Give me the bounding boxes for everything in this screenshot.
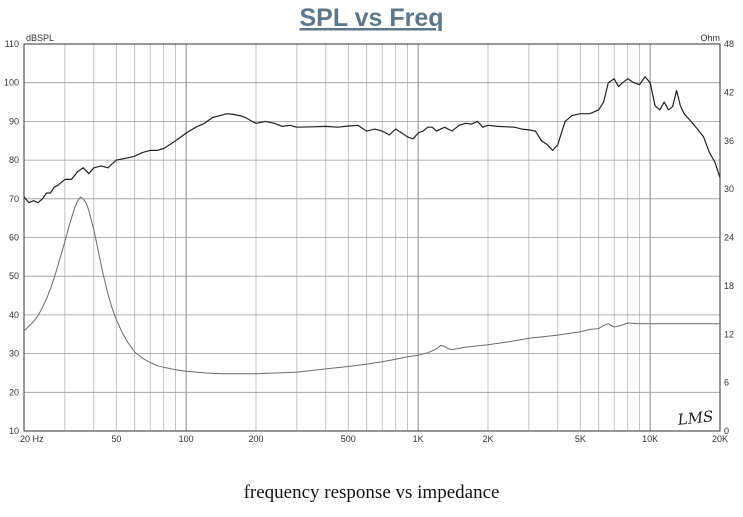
right-tick-label: 36 bbox=[724, 136, 734, 146]
x-axis-ticks: 20 Hz 50 100 200 500 1K 2K 5K 10K 20K bbox=[20, 434, 728, 444]
right-axis-ticks: 0 6 12 18 24 30 36 42 48 bbox=[724, 39, 734, 436]
left-tick-label: 50 bbox=[9, 271, 19, 281]
chart-caption: frequency response vs impedance bbox=[243, 482, 500, 503]
x-tick-label: 500 bbox=[341, 434, 356, 444]
x-tick-label: 10K bbox=[642, 434, 658, 444]
right-tick-label: 48 bbox=[724, 39, 734, 49]
left-axis-unit: dBSPL bbox=[26, 33, 54, 43]
chart-title: SPL vs Freq bbox=[299, 4, 443, 32]
left-tick-label: 110 bbox=[5, 39, 19, 49]
x-tick-label: 100 bbox=[179, 434, 194, 444]
spl-curve bbox=[23, 76, 721, 204]
grid bbox=[23, 43, 721, 432]
right-tick-label: 24 bbox=[724, 233, 734, 243]
right-tick-label: 30 bbox=[724, 184, 734, 194]
left-axis-ticks: 10 20 30 40 50 60 70 80 90 100 110 bbox=[4, 39, 19, 436]
left-tick-label: 70 bbox=[9, 194, 19, 204]
x-tick-label: 20K bbox=[712, 434, 728, 444]
left-tick-label: 60 bbox=[9, 233, 19, 243]
x-tick-label: 200 bbox=[248, 434, 263, 444]
left-tick-label: 20 bbox=[9, 387, 19, 397]
left-tick-label: 30 bbox=[9, 349, 19, 359]
series-layer bbox=[23, 76, 721, 375]
impedance-curve bbox=[23, 196, 720, 375]
x-tick-label: 50 bbox=[111, 434, 121, 444]
lms-logo: LMS bbox=[676, 407, 714, 429]
x-tick-label: 5K bbox=[575, 434, 586, 444]
right-tick-label: 12 bbox=[724, 329, 734, 339]
left-tick-label: 90 bbox=[9, 116, 19, 126]
left-tick-label: 10 bbox=[9, 426, 19, 436]
x-tick-label: 20 Hz bbox=[20, 434, 44, 444]
plot-frame bbox=[23, 43, 721, 432]
right-tick-label: 42 bbox=[724, 87, 734, 97]
left-tick-label: 80 bbox=[9, 155, 19, 165]
right-axis-unit: Ohm bbox=[700, 33, 720, 43]
right-tick-label: 0 bbox=[724, 426, 729, 436]
left-tick-label: 40 bbox=[9, 310, 19, 320]
x-tick-label: 1K bbox=[413, 434, 424, 444]
x-tick-label: 2K bbox=[482, 434, 493, 444]
right-tick-label: 6 bbox=[724, 378, 729, 388]
right-tick-label: 18 bbox=[724, 281, 734, 291]
left-tick-label: 100 bbox=[4, 78, 19, 88]
